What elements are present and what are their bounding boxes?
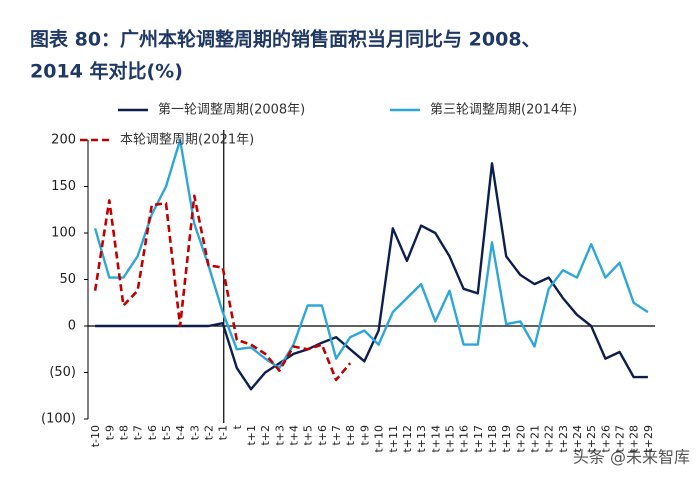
x-tick-label: t+18 xyxy=(486,425,499,453)
x-tick-label: t-4 xyxy=(174,425,187,440)
y-tick-label: (100) xyxy=(41,412,76,427)
x-tick-label: t+27 xyxy=(614,425,627,453)
y-tick-label: 0 xyxy=(68,319,76,334)
y-tick-label: 150 xyxy=(51,179,76,194)
legend-label: 第三轮调整周期(2014年) xyxy=(430,103,577,118)
x-tick-label: t-2 xyxy=(202,425,215,440)
x-tick-label: t+6 xyxy=(316,425,329,446)
x-tick-label: t+23 xyxy=(557,425,570,453)
x-tick-label: t+25 xyxy=(585,425,598,453)
x-tick-label: t+12 xyxy=(401,425,414,453)
x-tick-label: t+20 xyxy=(514,425,527,453)
series-line xyxy=(95,162,648,391)
x-tick-label: t+14 xyxy=(429,425,442,453)
x-tick-label: t+28 xyxy=(628,425,641,453)
x-tick-label: t+17 xyxy=(472,425,485,453)
legend-label: 本轮调整周期(2021年) xyxy=(120,133,254,148)
x-tick-label: t+19 xyxy=(500,425,513,453)
x-tick-label: t+26 xyxy=(599,425,612,453)
x-tick-label: t+2 xyxy=(259,425,272,446)
x-tick-label: t+29 xyxy=(642,425,655,453)
x-tick-label: t+16 xyxy=(458,425,471,453)
x-tick-label: t-10 xyxy=(89,425,102,447)
x-tick-label: t+9 xyxy=(358,425,371,446)
watermark: 头条 @未来智库 xyxy=(573,448,690,467)
x-tick-label: t-7 xyxy=(132,425,145,440)
y-tick-label: (50) xyxy=(49,365,76,380)
x-tick-label: t+8 xyxy=(344,425,357,446)
x-tick-label: t+4 xyxy=(288,425,301,446)
y-tick-label: 50 xyxy=(59,272,76,287)
x-tick-label: t+3 xyxy=(273,425,286,446)
x-tick-label: t+7 xyxy=(330,425,343,446)
chart-title: 2014 年对比(%) xyxy=(30,60,183,83)
x-tick-label: t-6 xyxy=(146,425,159,440)
chart-title: 图表 80：广州本轮调整周期的销售面积当月同比与 2008、 xyxy=(30,28,541,51)
x-tick-label: t+22 xyxy=(543,425,556,453)
x-tick-label: t+5 xyxy=(302,425,315,446)
x-tick-label: t+13 xyxy=(415,425,428,453)
x-tick-label: t xyxy=(231,424,244,429)
x-tick-label: t+21 xyxy=(529,425,542,453)
legend-label: 第一轮调整周期(2008年) xyxy=(158,103,305,118)
x-tick-label: t+10 xyxy=(373,425,386,453)
x-tick-label: t-3 xyxy=(188,425,201,440)
x-tick-label: t-9 xyxy=(103,425,116,440)
x-tick-label: t+1 xyxy=(245,425,258,446)
x-tick-label: t-1 xyxy=(217,425,230,440)
x-tick-label: t-5 xyxy=(160,425,173,440)
x-tick-label: t-8 xyxy=(117,425,130,440)
series-line xyxy=(93,194,352,382)
series-line xyxy=(93,138,649,370)
x-tick-label: t+15 xyxy=(443,425,456,453)
y-tick-label: 100 xyxy=(51,226,76,241)
x-tick-label: t+24 xyxy=(571,425,584,453)
x-tick-label: t+11 xyxy=(387,425,400,453)
y-tick-label: 200 xyxy=(51,133,76,148)
